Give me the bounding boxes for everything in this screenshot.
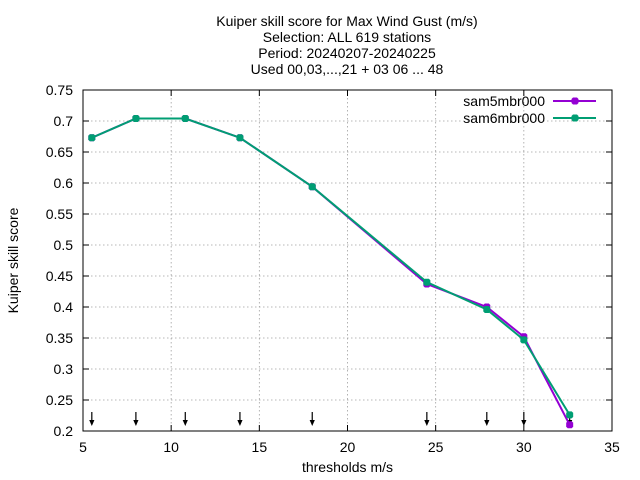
y-tick-label: 0.6 (54, 175, 74, 191)
threshold-markers (89, 412, 573, 426)
y-tick-label: 0.35 (46, 330, 73, 346)
legend-label: sam5mbr000 (463, 93, 545, 109)
grid (83, 90, 612, 431)
title-line-1: Kuiper skill score for Max Wind Gust (m/… (216, 13, 477, 29)
title-line-3: Period: 20240207-20240225 (258, 45, 436, 61)
x-tick-label: 35 (604, 439, 620, 455)
threshold-arrow (133, 412, 139, 426)
threshold-arrow (182, 412, 188, 426)
data-point (566, 421, 574, 429)
data-point (236, 134, 244, 142)
y-tick-label: 0.45 (46, 268, 73, 284)
series-sam6mbr000 (88, 115, 574, 419)
data-point (88, 134, 96, 142)
data-point (566, 411, 574, 419)
x-axis-label: thresholds m/s (302, 459, 393, 475)
threshold-arrow (484, 412, 490, 426)
data-point (308, 183, 316, 191)
y-tick-label: 0.5 (54, 237, 74, 253)
data-point (132, 115, 140, 123)
y-tick-label: 0.65 (46, 144, 73, 160)
data-point (520, 336, 528, 344)
threshold-arrow (89, 412, 95, 426)
series-line (91, 117, 571, 416)
legend-label: sam6mbr000 (463, 110, 545, 126)
y-tick-label: 0.75 (46, 82, 73, 98)
legend-marker (571, 97, 579, 105)
y-tick-label: 0.55 (46, 206, 73, 222)
x-tick-label: 25 (428, 439, 444, 455)
y-tick-label: 0.7 (54, 113, 74, 129)
x-tick-label: 5 (79, 439, 87, 455)
y-tick-label: 0.3 (54, 361, 74, 377)
data-point (483, 305, 491, 313)
y-axis-ticks: 0.2 0.25 0.3 0.35 0.4 0.45 0.5 0.55 0.6 0.65 0.7 0.… (46, 82, 612, 439)
data-point (181, 115, 189, 123)
series-sam5mbr000 (88, 115, 574, 429)
title-line-2: Selection: ALL 619 stations (263, 29, 431, 45)
threshold-arrow (309, 412, 315, 426)
x-tick-label: 20 (340, 439, 356, 455)
x-tick-label: 15 (252, 439, 268, 455)
legend-marker (571, 114, 579, 122)
title-line-4: Used 00,03,...,21 + 03 06 ... 48 (251, 61, 444, 77)
plot-border (82, 89, 613, 432)
threshold-arrow (521, 412, 527, 426)
threshold-arrow (237, 412, 243, 426)
x-tick-label: 10 (163, 439, 179, 455)
y-tick-label: 0.2 (54, 423, 74, 439)
y-tick-label: 0.25 (46, 392, 73, 408)
series-line (91, 117, 571, 426)
y-axis-label: Kuiper skill score (5, 207, 21, 313)
chart-title: Kuiper skill score for Max Wind Gust (m/… (216, 13, 477, 77)
series (88, 115, 574, 429)
x-tick-label: 30 (516, 439, 532, 455)
threshold-arrow (424, 412, 430, 426)
y-tick-label: 0.4 (54, 299, 74, 315)
data-point (423, 278, 431, 286)
